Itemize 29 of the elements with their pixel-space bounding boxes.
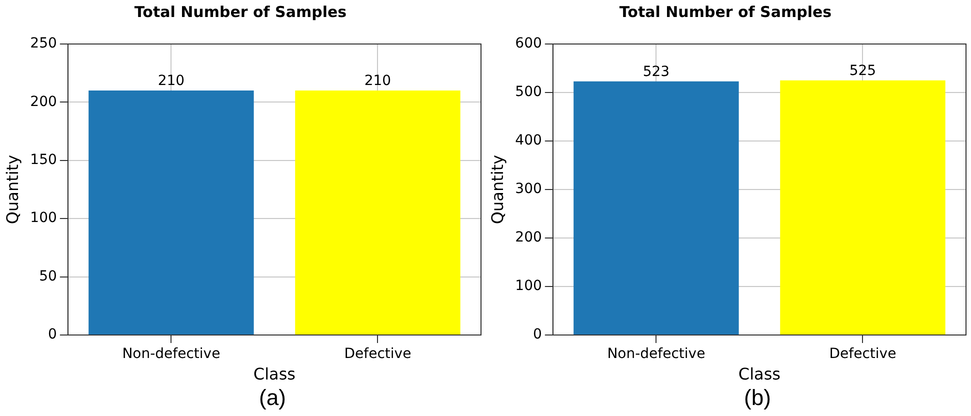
x-tick-label: Defective — [829, 346, 896, 362]
y-tick-label: 100 — [30, 210, 57, 226]
y-tick-label: 200 — [515, 230, 542, 246]
data-label: 210 — [364, 73, 392, 90]
y-tick-label: 250 — [30, 36, 57, 52]
y-tick-label: 150 — [30, 152, 57, 168]
text: (a) — [258, 385, 287, 411]
y-axis-title: Quantity — [488, 154, 507, 224]
data-label: 523 — [642, 64, 670, 80]
y-tick-label: 200 — [30, 94, 57, 110]
y-tick-label: 100 — [515, 278, 542, 294]
y-tick-label: 0 — [48, 326, 57, 343]
chart-title: Total Number of Samples — [619, 2, 832, 21]
x-tick-label: Non-defective — [122, 346, 220, 362]
y-tick-label: 0 — [533, 326, 542, 343]
data-label: 210 — [158, 73, 185, 90]
y-tick-label: 400 — [515, 132, 542, 149]
x-tick-label: Non-defective — [607, 346, 706, 362]
chart-title: Total Number of Samples — [134, 2, 347, 21]
x-axis-title: Class — [253, 364, 296, 384]
x-axis-title: Class — [738, 364, 781, 384]
x-tick-label: Defective — [344, 346, 412, 362]
y-axis-title: Quantity — [2, 154, 22, 224]
y-tick-label: 600 — [515, 36, 542, 52]
y-tick-label: 50 — [39, 268, 57, 284]
text: (b) — [743, 385, 772, 411]
data-label: 525 — [849, 63, 876, 80]
y-tick-label: 300 — [515, 181, 542, 198]
y-tick-label: 500 — [515, 84, 542, 100]
